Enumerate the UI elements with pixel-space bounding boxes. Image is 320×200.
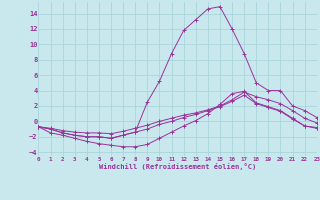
- X-axis label: Windchill (Refroidissement éolien,°C): Windchill (Refroidissement éolien,°C): [99, 163, 256, 170]
